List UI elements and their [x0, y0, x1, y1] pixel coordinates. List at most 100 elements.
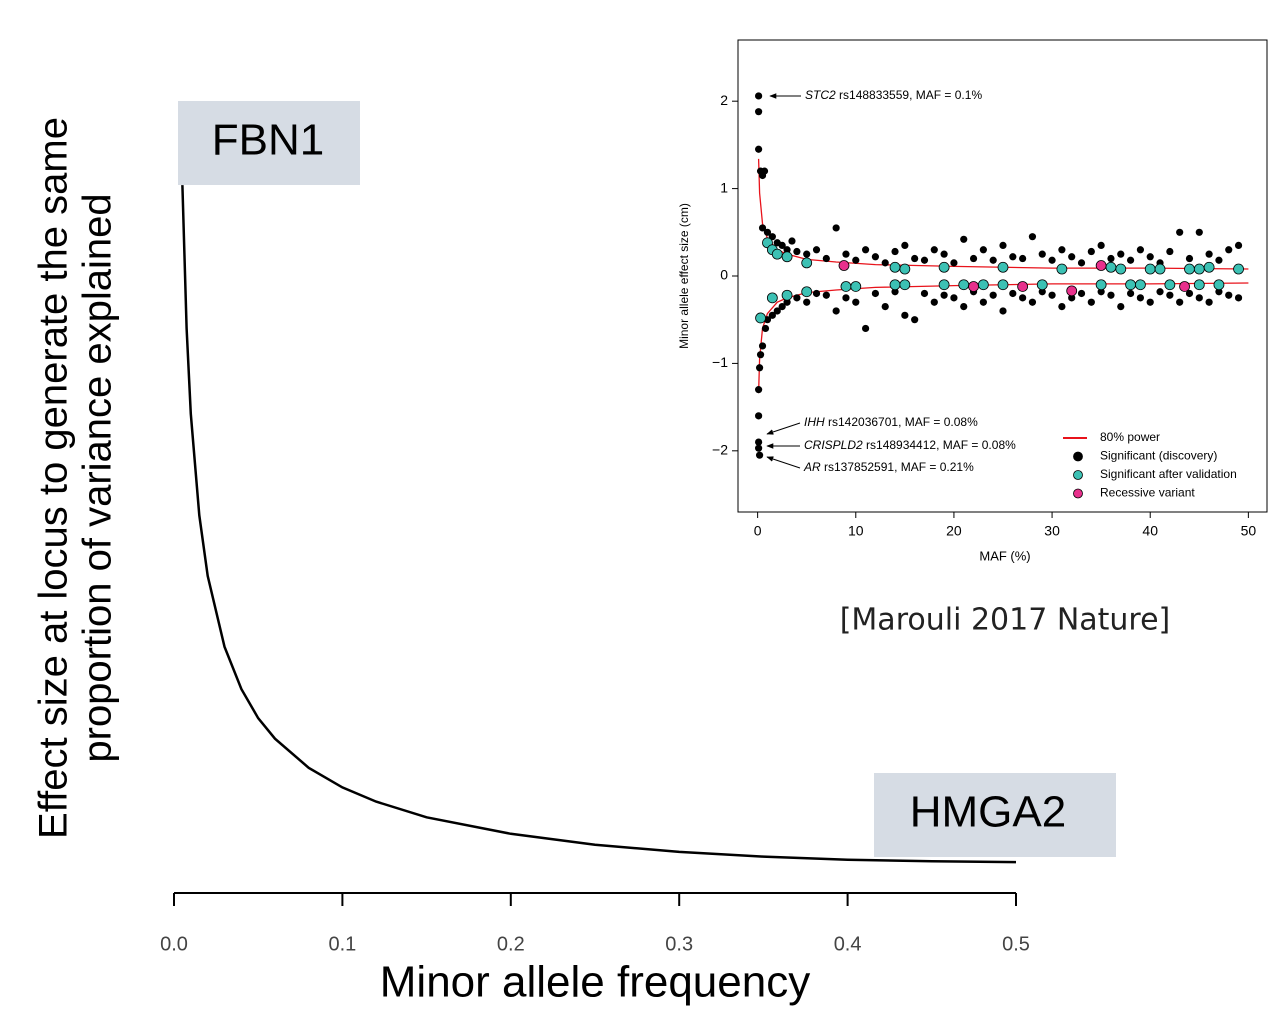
point [822, 254, 830, 263]
point [758, 224, 767, 232]
point [1017, 281, 1029, 292]
legend-swatch [1073, 488, 1083, 499]
point [1087, 298, 1095, 306]
point [781, 289, 793, 301]
curve [181, 185, 1017, 864]
point [755, 92, 763, 100]
point [911, 254, 919, 263]
point [899, 279, 911, 291]
annotation-gene: IHH [804, 415, 825, 429]
point [1185, 289, 1194, 298]
point [755, 412, 763, 420]
x-tick-label: 0.5 [1002, 933, 1030, 955]
y-tick-label: −1 [712, 354, 728, 370]
y-tick-label: 0 [720, 267, 728, 283]
x-axis-label: Minor allele frequency [380, 958, 810, 1007]
point [803, 298, 811, 306]
point [950, 294, 958, 302]
annotation-text: rs137852591, MAF = 0.21% [821, 460, 974, 474]
point [1038, 288, 1046, 296]
arrow [766, 422, 801, 435]
annotation-gene: CRISPLD2 [804, 438, 863, 452]
point [1048, 291, 1056, 299]
y-tick-label: 1 [720, 179, 728, 195]
point [1184, 263, 1195, 275]
point [977, 279, 989, 291]
point [852, 298, 860, 306]
point [861, 324, 870, 333]
point [1146, 298, 1154, 306]
point [832, 307, 840, 315]
point [958, 279, 970, 291]
point [1048, 256, 1056, 264]
point [1105, 261, 1117, 273]
point [793, 294, 801, 302]
point [1195, 294, 1203, 302]
point [793, 247, 801, 256]
point [930, 298, 938, 306]
point [968, 281, 979, 292]
point [1107, 291, 1115, 299]
annotation-gene: STC2 [805, 88, 836, 102]
point [812, 289, 821, 298]
point [1009, 253, 1017, 261]
x-tick-label: 40 [1142, 523, 1158, 539]
annotation-gene: AR [803, 460, 821, 474]
point [773, 307, 781, 315]
point [881, 302, 889, 311]
point [1205, 298, 1213, 306]
point [832, 224, 840, 232]
x-tick-label: 20 [946, 523, 962, 539]
point [1028, 233, 1037, 241]
point [852, 256, 860, 264]
point [778, 302, 786, 311]
label-box [178, 101, 360, 185]
x-tick-label: 0.1 [328, 933, 356, 955]
point [1126, 256, 1135, 264]
legend-swatch [1073, 470, 1083, 480]
point [1056, 263, 1068, 275]
point [960, 302, 968, 311]
x-tick-label: 0.4 [834, 933, 862, 955]
point [997, 279, 1009, 291]
point [1077, 259, 1086, 267]
point [755, 145, 763, 153]
label-box [874, 773, 1116, 857]
annotation: STC2 rs148833559, MAF = 0.1% [805, 88, 982, 102]
point [1097, 241, 1105, 250]
point [850, 281, 862, 292]
y-axis-label: Minor allele effect size (cm) [677, 203, 691, 349]
point [940, 291, 948, 299]
point [1195, 228, 1203, 236]
point [801, 286, 813, 298]
point [920, 289, 929, 298]
x-tick-label: 0.2 [497, 933, 525, 955]
point [781, 251, 793, 263]
point [950, 259, 958, 267]
point [930, 246, 938, 254]
point [1036, 279, 1048, 291]
point [1176, 228, 1184, 236]
x-tick-label: 50 [1241, 523, 1257, 539]
point [801, 257, 813, 269]
point [1164, 279, 1176, 291]
x-tick-label: 0 [754, 523, 762, 539]
point [1068, 253, 1076, 261]
point [778, 241, 786, 250]
point [1156, 288, 1164, 296]
point [1077, 289, 1086, 298]
y-axis-label: proportion of variance explained [76, 193, 120, 762]
point [771, 248, 783, 260]
point [1176, 298, 1184, 306]
point [1135, 279, 1146, 291]
point [822, 291, 830, 299]
point [755, 386, 763, 394]
point [901, 311, 909, 319]
plot-area [737, 39, 1268, 513]
point [1136, 246, 1145, 254]
point [1068, 294, 1076, 302]
point [881, 259, 889, 267]
y-tick-label: 2 [720, 92, 728, 108]
x-tick-label: 0.3 [665, 933, 693, 955]
point [1166, 247, 1174, 256]
